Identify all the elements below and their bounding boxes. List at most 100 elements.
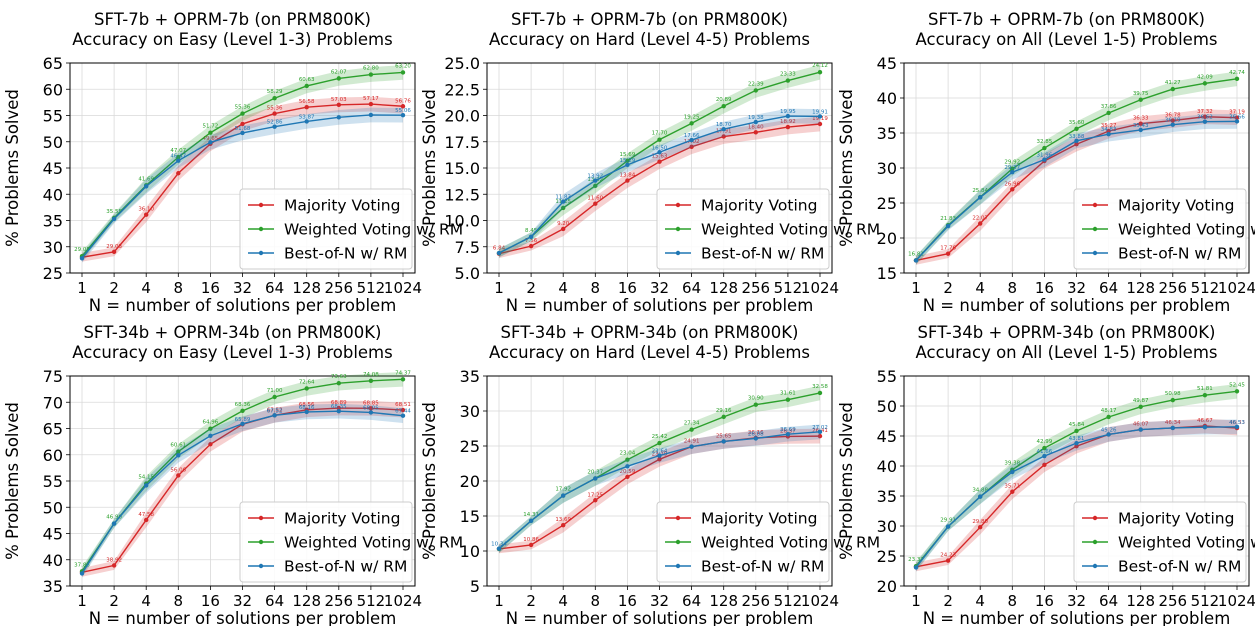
data-label: 21.83 [940, 216, 956, 222]
data-point [978, 525, 983, 530]
data-point [913, 258, 919, 263]
data-label: 35.71 [1004, 484, 1020, 490]
data-point [1074, 142, 1079, 147]
data-label: 31.61 [780, 391, 796, 397]
chart-subtitle: Accuracy on Hard (Level 4-5) Problems [489, 30, 810, 49]
data-point [1042, 445, 1047, 451]
confidence-band-2 [82, 371, 403, 576]
y-tick-label: 45 [43, 525, 63, 544]
data-label: 73.63 [331, 374, 347, 380]
data-point [1042, 158, 1047, 164]
data-label: 19.91 [812, 109, 828, 115]
x-tick-label: 4 [975, 592, 985, 610]
x-tick-label: 256 [1158, 592, 1187, 610]
x-tick-label: 32 [650, 592, 669, 610]
data-point [240, 121, 245, 127]
data-label: 19.19 [812, 116, 828, 122]
data-point [721, 126, 726, 132]
data-point [913, 564, 919, 569]
data-label: 37.19 [1229, 110, 1245, 116]
data-point [1106, 110, 1111, 116]
data-point [1202, 114, 1208, 119]
x-tick-label: 512 [357, 592, 386, 610]
y-tick-label: 35 [877, 124, 897, 143]
data-label: 19.38 [748, 115, 764, 121]
data-point [400, 104, 406, 109]
data-label: 34.83 [1101, 127, 1117, 133]
x-tick-label: 8 [591, 592, 601, 610]
x-tick-label: 1 [494, 592, 504, 610]
data-point [144, 212, 149, 217]
confidence-band-1 [916, 418, 1237, 572]
data-label: 24.12 [812, 63, 828, 69]
data-label: 32.58 [812, 384, 828, 390]
x-tick-label: 256 [324, 592, 353, 610]
chart-title: SFT-34b + OPRM-34b (on PRM800K) [918, 323, 1216, 342]
data-point [1010, 187, 1015, 192]
series-line-1 [915, 116, 1238, 262]
data-label: 68.89 [331, 400, 347, 406]
data-point [176, 171, 181, 176]
y-tick-label: 25.0 [444, 54, 480, 73]
y-tick-label: 20 [877, 229, 897, 248]
chart-subtitle: Accuracy on Easy (Level 1-3) Problems [72, 30, 392, 49]
data-label: 46.34 [1165, 420, 1181, 426]
series-line-3 [81, 114, 404, 259]
data-point [79, 571, 85, 576]
data-label: 29.16 [716, 408, 732, 414]
confidence-band-2 [916, 383, 1237, 571]
data-label: 46.53 [1229, 420, 1245, 426]
data-point [1170, 122, 1176, 127]
y-tick-label: 70 [43, 393, 63, 412]
data-point [400, 377, 406, 382]
data-point [496, 250, 502, 256]
data-label: 13.32 [587, 177, 603, 183]
data-label: 67.52 [267, 407, 283, 413]
x-tick-label: 128 [709, 279, 738, 297]
data-label: 42.74 [1229, 70, 1245, 76]
x-tick-label: 1024 [1218, 279, 1255, 297]
data-point [753, 119, 758, 125]
data-label: 29.03 [106, 244, 122, 250]
x-tick-label: 1 [77, 279, 87, 297]
y-tick-label: 55 [877, 367, 897, 386]
data-label: 49.65 [203, 136, 219, 142]
y-tick-label: 10.0 [444, 212, 480, 231]
data-point [657, 453, 662, 458]
y-tick-label: 25 [877, 194, 897, 213]
series-line-3 [498, 115, 821, 254]
legend-entry: Weighted Voting w/ RM [284, 221, 463, 239]
y-tick-label: 10 [460, 542, 480, 561]
chart-title: SFT-7b + OPRM-7b (on PRM800K) [511, 10, 788, 29]
legend-entry: Best-of-N w/ RM [701, 558, 824, 576]
x-tick-label: 256 [741, 592, 770, 610]
data-point [400, 407, 406, 413]
data-point [657, 137, 662, 142]
data-point [304, 407, 309, 413]
data-point [1106, 414, 1111, 420]
x-tick-label: 64 [1099, 279, 1118, 297]
data-label: 23.33 [780, 72, 796, 78]
data-label: 50.98 [1165, 391, 1181, 397]
data-point [111, 249, 117, 255]
data-label: 36.62 [1197, 115, 1213, 121]
x-tick-label: 2 [109, 592, 119, 610]
data-label: 58.29 [267, 89, 283, 95]
data-point [593, 498, 598, 503]
data-label: 37.85 [74, 562, 90, 568]
y-tick-label: 20 [460, 472, 480, 491]
x-tick-label: 1024 [801, 592, 839, 610]
data-point [1074, 440, 1079, 446]
data-point [561, 522, 566, 528]
data-point [625, 457, 630, 462]
x-axis-label: N = number of solutions per problem [506, 609, 814, 626]
legend-entry: Majority Voting [1118, 197, 1234, 215]
data-label: 60.61 [170, 443, 186, 449]
x-tick-label: 2 [526, 592, 536, 610]
series-line-1 [498, 123, 821, 255]
data-point [400, 112, 406, 118]
data-label: 20.89 [716, 97, 732, 103]
y-tick-label: 35 [43, 577, 63, 596]
data-label: 9.20 [557, 221, 570, 227]
data-point [336, 76, 341, 81]
